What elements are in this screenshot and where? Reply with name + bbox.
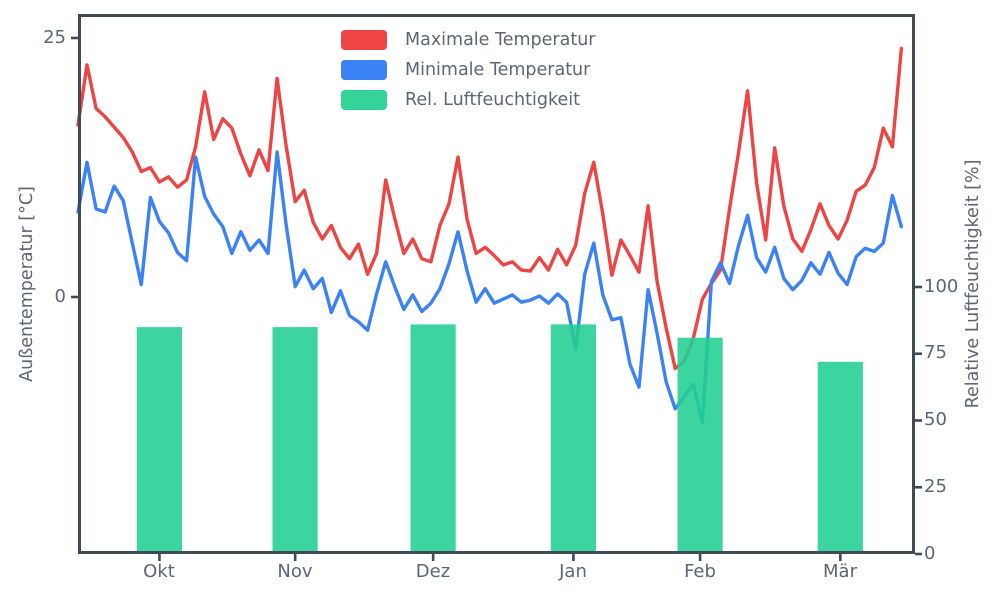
legend-swatch-max-temp-icon: [341, 30, 387, 50]
y-left-tick-25: 25: [43, 27, 66, 48]
y-left-tick-0: 0: [54, 286, 66, 307]
x-tick-label-jan: Jan: [559, 561, 587, 582]
y-right-tick-50: 50: [924, 409, 947, 430]
x-tick-label-nov: Nov: [277, 561, 313, 582]
legend-label-min-temp: Minimale Temperatur: [405, 60, 591, 80]
legend-item-humidity: Rel. Luftfeuchtigkeit: [341, 90, 595, 110]
y-right-tick-75: 75: [924, 342, 947, 363]
y-right-axis-title: Relative Luftfeuchtigkeit [%]: [963, 159, 983, 409]
y-right-tick-100: 100: [924, 276, 959, 297]
y-right-tick-25: 25: [924, 476, 947, 497]
x-tick-label-mar: Mär: [823, 561, 857, 582]
y-right-tick-0: 0: [924, 543, 936, 564]
legend-label-humidity: Rel. Luftfeuchtigkeit: [405, 90, 580, 110]
legend: Maximale Temperatur Minimale Temperatur …: [341, 30, 595, 120]
legend-label-max-temp: Maximale Temperatur: [405, 30, 596, 50]
y-left-axis-title: Außentemperatur [°C]: [17, 186, 37, 382]
legend-swatch-min-temp-icon: [341, 60, 387, 80]
x-tick-label-okt: Okt: [143, 561, 175, 582]
legend-item-min-temp: Minimale Temperatur: [341, 60, 595, 80]
x-tick-label-feb: Feb: [684, 561, 716, 582]
legend-swatch-humidity-icon: [341, 90, 387, 110]
x-tick-label-dez: Dez: [415, 561, 451, 582]
legend-item-max-temp: Maximale Temperatur: [341, 30, 595, 50]
